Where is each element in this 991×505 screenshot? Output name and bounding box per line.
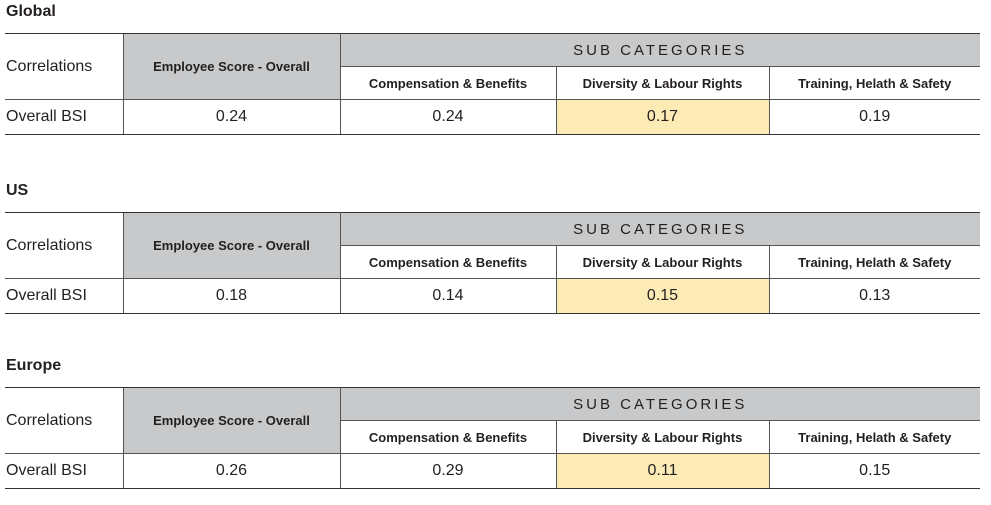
subcategory-header: Diversity & Labour Rights — [555, 420, 769, 454]
value-cell: 0.15 — [768, 453, 980, 489]
region-section: Global Correlations Employee Score - Ove… — [5, 1, 980, 135]
highlighted-value-cell: 0.17 — [555, 99, 769, 135]
row-label: Overall BSI — [5, 453, 124, 489]
correlations-header: Correlations — [5, 33, 123, 100]
table-row: Overall BSI 0.24 0.24 0.17 0.19 — [5, 99, 980, 135]
row-label: Overall BSI — [5, 278, 124, 314]
correlation-table: Correlations Employee Score - Overall SU… — [5, 212, 980, 314]
value-cell: 0.24 — [339, 99, 556, 135]
correlations-header: Correlations — [5, 212, 123, 279]
employee-score-header: Employee Score - Overall — [122, 212, 341, 279]
subcategory-header: Compensation & Benefits — [339, 420, 556, 454]
correlation-table: Correlations Employee Score - Overall SU… — [5, 387, 980, 489]
subcategory-header: Compensation & Benefits — [339, 245, 556, 279]
correlation-table: Correlations Employee Score - Overall SU… — [5, 33, 980, 135]
correlations-header: Correlations — [5, 387, 123, 454]
value-cell: 0.29 — [339, 453, 556, 489]
subcategory-header: Diversity & Labour Rights — [555, 66, 769, 100]
subcategory-header: Diversity & Labour Rights — [555, 245, 769, 279]
value-cell: 0.19 — [768, 99, 980, 135]
region-section: Europe Correlations Employee Score - Ove… — [5, 355, 980, 489]
value-cell: 0.14 — [339, 278, 556, 314]
value-cell: 0.26 — [123, 453, 340, 489]
table-row: Overall BSI 0.26 0.29 0.11 0.15 — [5, 453, 980, 489]
section-title: Europe — [6, 357, 62, 374]
section-title: US — [6, 182, 29, 199]
subcategory-header: Training, Helath & Safety — [768, 66, 980, 100]
sub-categories-header: SUB CATEGORIES — [340, 33, 980, 67]
highlighted-value-cell: 0.15 — [555, 278, 769, 314]
table-row: Overall BSI 0.18 0.14 0.15 0.13 — [5, 278, 980, 314]
sub-categories-header: SUB CATEGORIES — [340, 387, 980, 421]
value-cell: 0.24 — [123, 99, 340, 135]
row-label: Overall BSI — [5, 99, 124, 135]
subcategory-header: Training, Helath & Safety — [768, 245, 980, 279]
subcategory-header: Compensation & Benefits — [339, 66, 556, 100]
value-cell: 0.18 — [123, 278, 340, 314]
highlighted-value-cell: 0.11 — [555, 453, 769, 489]
section-title: Global — [6, 3, 56, 20]
region-section: US Correlations Employee Score - Overall… — [5, 180, 980, 314]
employee-score-header: Employee Score - Overall — [122, 33, 341, 100]
subcategory-header: Training, Helath & Safety — [768, 420, 980, 454]
value-cell: 0.13 — [768, 278, 980, 314]
employee-score-header: Employee Score - Overall — [122, 387, 341, 454]
sub-categories-header: SUB CATEGORIES — [340, 212, 980, 246]
